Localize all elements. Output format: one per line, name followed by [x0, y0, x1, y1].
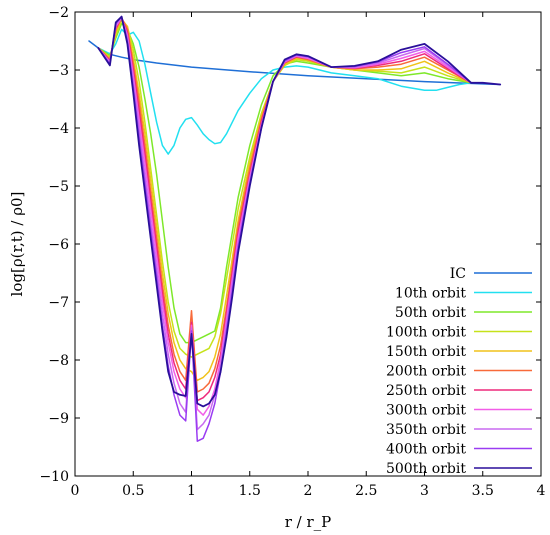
legend-label: 300th orbit — [386, 403, 466, 419]
legend-label: 150th orbit — [386, 344, 466, 360]
x-tick-label: 1.5 — [239, 483, 261, 499]
x-tick-label: 3.5 — [472, 483, 494, 499]
y-tick-label: −2 — [48, 5, 69, 21]
series-line-1 — [97, 28, 484, 155]
y-axis-label: log[ρ(r,t) / ρ0] — [8, 192, 26, 297]
y-tick-label: −10 — [39, 469, 69, 485]
x-tick-label: 4 — [537, 483, 546, 499]
y-tick-label: −4 — [48, 121, 69, 137]
legend-label: IC — [450, 266, 466, 282]
legend: IC 10th orbit 50th orbit 100th orbit 150th o… — [386, 266, 532, 477]
legend-label: 10th orbit — [395, 286, 466, 302]
x-tick-label: 2.5 — [355, 483, 377, 499]
x-axis-label: r / r_P — [285, 513, 332, 531]
y-tick-label: −8 — [48, 353, 69, 369]
y-tick-label: −3 — [48, 63, 69, 79]
legend-label: 100th orbit — [386, 325, 466, 341]
y-tick-label: −7 — [48, 295, 69, 311]
y-tick-label: −5 — [48, 179, 69, 195]
legend-label: 500th orbit — [386, 461, 466, 477]
x-tick-label: 0.5 — [122, 483, 144, 499]
legend-label: 200th orbit — [386, 364, 466, 380]
ticks-layer: 0 0.5 1 1.5 2 2.5 3 3.5 4 −2 −3 −4 −5 −6 −7 −8 −9 −10 — [39, 5, 545, 499]
series-line-10 — [97, 15, 502, 408]
series-line-4 — [97, 18, 484, 382]
legend-label: 50th orbit — [395, 305, 466, 321]
x-tick-label: 0 — [71, 483, 80, 499]
legend-label: 250th orbit — [386, 383, 466, 399]
y-tick-label: −9 — [48, 411, 69, 427]
x-tick-label: 3 — [420, 483, 429, 499]
legend-label: 400th orbit — [386, 442, 466, 458]
x-tick-label: 2 — [304, 483, 313, 499]
x-tick-label: 1 — [187, 483, 196, 499]
legend-label: 350th orbit — [386, 422, 466, 438]
series-layer — [88, 15, 502, 442]
y-tick-label: −6 — [48, 237, 69, 253]
